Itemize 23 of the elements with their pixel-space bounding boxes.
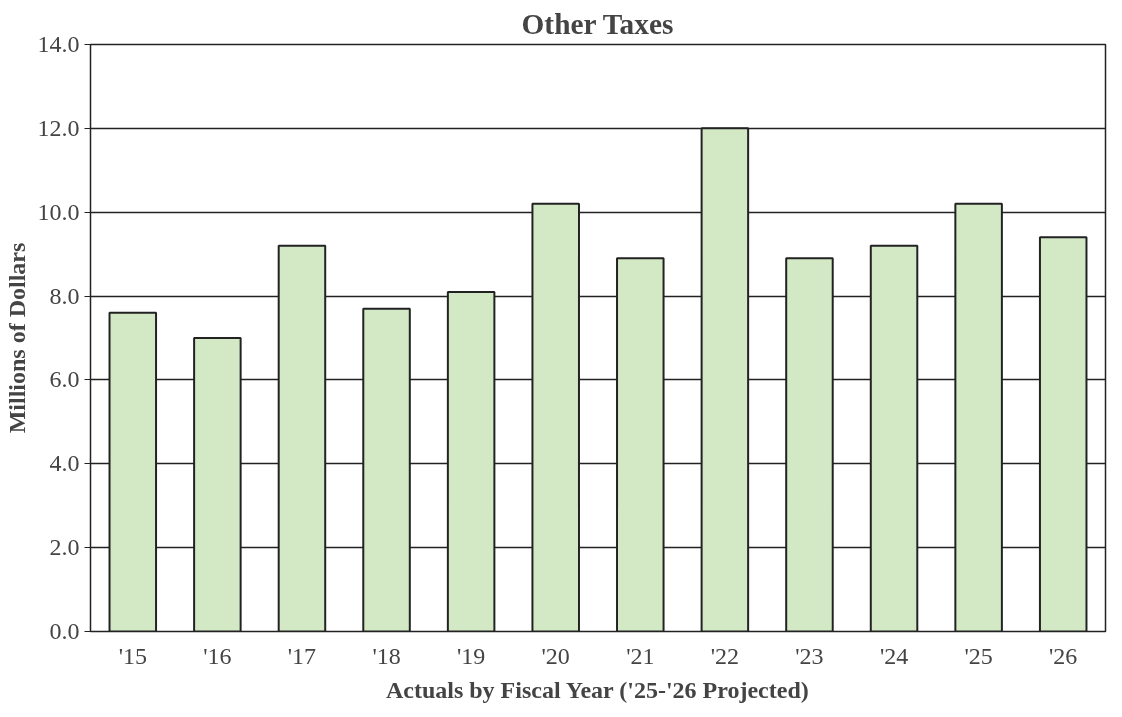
x-tick-label: '15	[118, 642, 147, 669]
x-tick-label: '19	[456, 642, 486, 669]
chart-title: Other Taxes	[521, 7, 674, 40]
y-tick-label: 14.0	[37, 31, 80, 57]
y-tick-label: 6.0	[49, 366, 80, 393]
x-tick-label: '26	[1049, 642, 1078, 669]
y-tick-label: 4.0	[49, 450, 80, 477]
x-tick-label: '20	[541, 642, 570, 669]
x-tick-label: '25	[964, 642, 993, 669]
y-tick-label: 10.0	[37, 198, 80, 225]
x-tick-label: '22	[710, 642, 740, 669]
y-tick-label: 12.0	[37, 114, 80, 141]
x-tick-label: '17	[287, 642, 317, 669]
y-tick-label: 8.0	[49, 282, 80, 309]
y-axis-title: Millions of Dollars	[3, 242, 30, 434]
x-tick-label: '23	[795, 642, 824, 669]
x-axis-title: Actuals by Fiscal Year ('25-'26 Projected)	[385, 676, 809, 703]
x-tick-label: '16	[203, 642, 232, 669]
y-tick-label: 2.0	[49, 534, 80, 561]
x-tick-label: '21	[626, 642, 655, 669]
x-tick-label: '18	[372, 642, 401, 669]
x-tick-label: '24	[879, 642, 909, 669]
y-tick-label: 0.0	[49, 618, 80, 644]
